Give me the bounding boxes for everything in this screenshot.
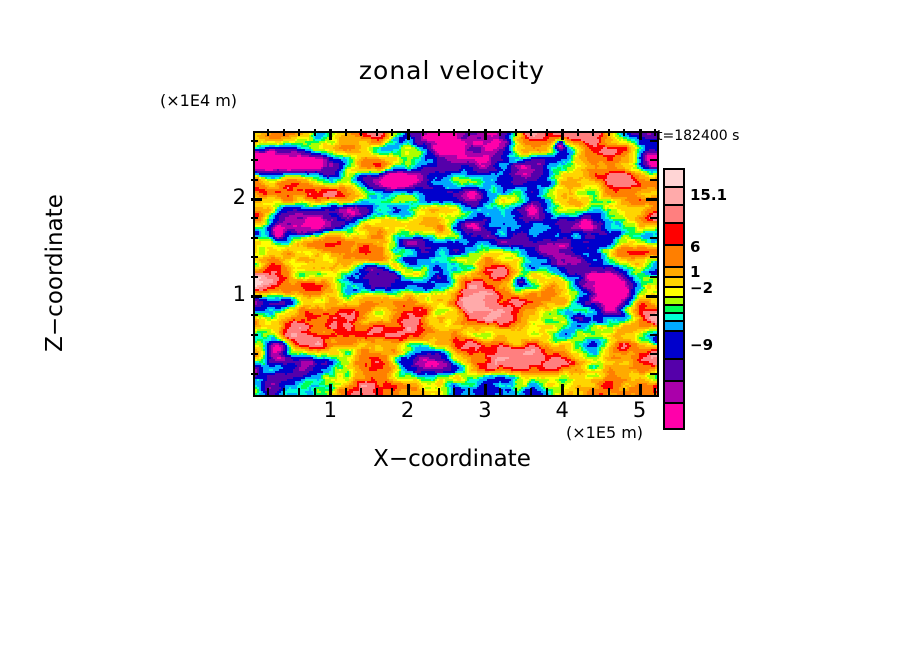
colorbar-band — [663, 296, 685, 304]
colorbar-band — [663, 276, 685, 286]
x-tick-label: 5 — [632, 398, 647, 422]
colorbar-band — [663, 286, 685, 296]
colorbar-band — [663, 402, 685, 430]
colorbar-band — [663, 330, 685, 358]
x-axis-title: X−coordinate — [373, 446, 531, 472]
x-axis-unit-label: (×1E5 m) — [566, 423, 644, 442]
x-tick-label: 2 — [400, 398, 415, 422]
contour-plot-area — [253, 131, 659, 397]
colorbar-band — [663, 320, 685, 330]
colorbar-band — [663, 244, 685, 266]
colorbar-tick-label: 6 — [690, 238, 701, 256]
y-axis-title: Z−coordinate — [42, 194, 68, 352]
colorbar-band — [663, 312, 685, 320]
velocity-contour-field — [255, 133, 657, 395]
colorbar-band — [663, 358, 685, 380]
colorbar-band — [663, 266, 685, 276]
colorbar-tick-label: 1 — [690, 263, 701, 281]
colorbar-tick-label: −9 — [690, 336, 714, 354]
x-tick-label: 4 — [555, 398, 569, 422]
colorbar-band — [663, 204, 685, 222]
colorbar-band — [663, 380, 685, 402]
timestamp-label: t=182400 s — [657, 128, 740, 144]
x-tick-label: 3 — [478, 398, 492, 422]
colorbar-band — [663, 222, 685, 244]
page-title: zonal velocity — [358, 56, 546, 85]
x-tick-label: 1 — [323, 398, 337, 422]
y-tick-label: 2 — [232, 184, 246, 209]
y-tick-label: 1 — [232, 281, 246, 306]
colorbar-tick-label: −2 — [690, 279, 714, 297]
colorbar[interactable] — [663, 168, 685, 430]
colorbar-tick-label: 15.1 — [690, 186, 728, 204]
colorbar-band — [663, 304, 685, 312]
y-axis-unit-label: (×1E4 m) — [160, 91, 238, 110]
colorbar-band — [663, 186, 685, 204]
colorbar-band — [663, 168, 685, 186]
